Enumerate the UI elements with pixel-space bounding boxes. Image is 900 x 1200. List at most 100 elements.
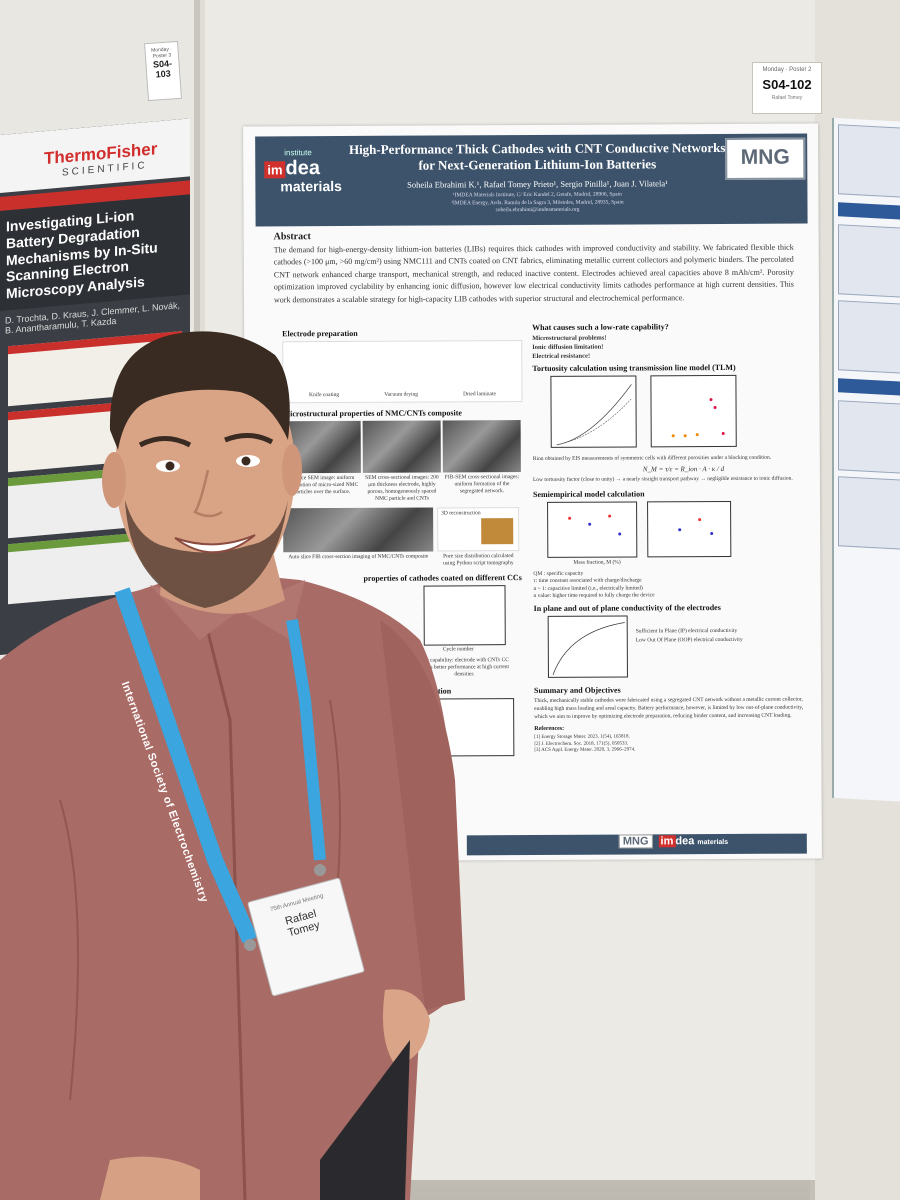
research-poster: institute im dea materials High-Performan…	[243, 123, 822, 862]
conductivity-chart	[547, 615, 628, 679]
data-point	[721, 432, 725, 436]
right-poster	[832, 117, 900, 803]
data-point	[713, 406, 717, 410]
mng-logo: MNG	[725, 137, 806, 180]
tlm-charts	[550, 375, 802, 449]
pore-caption: Pore size distribution calculated using …	[443, 552, 514, 567]
references-list: [1] Energy Storage Mater. 2023, 1(54), 1…	[534, 734, 804, 755]
data-point	[608, 514, 612, 518]
imdea-materials-logo: institute im dea materials	[260, 148, 342, 200]
poster-left-column: Electrode preparation Knife coating Vacu…	[282, 325, 524, 758]
exponent-chart	[547, 501, 638, 558]
left-poster-block	[8, 397, 182, 473]
fib-row: 3D reconstruction	[283, 506, 523, 552]
tlm-text: Rion obtained by EIS measurements of sym…	[532, 455, 772, 463]
nyquist-chart	[550, 375, 637, 449]
data-point	[710, 531, 714, 535]
nyquist-lines	[556, 384, 632, 446]
time-constant-chart	[647, 500, 732, 557]
left-poster-block	[8, 331, 182, 407]
left-tag-small: Monday · Poster 3	[150, 46, 173, 60]
right-poster-bar	[838, 202, 900, 220]
data-point	[588, 522, 592, 526]
data-point	[709, 398, 713, 402]
data-point	[568, 516, 572, 520]
conductivity-heading: In plane and out of plane conductivity o…	[533, 603, 721, 614]
fib-image	[283, 507, 434, 552]
left-tag-label: S04-103	[152, 58, 173, 80]
step-label: Knife coating	[309, 391, 340, 399]
abstract-heading: Abstract	[273, 231, 311, 243]
sem-image	[362, 420, 441, 473]
electrode-prep-heading: Electrode preparation	[282, 328, 358, 339]
abstract-section: Abstract The demand for high-energy-dens…	[274, 229, 794, 307]
sem-caption: SEM cross-sectional images: 200 μm thick…	[365, 474, 439, 503]
step-label: Vacuum drying	[384, 391, 419, 398]
left-poster-block	[8, 463, 182, 539]
reconstruction-image	[481, 517, 514, 544]
left-poster-block	[8, 529, 182, 605]
poster-title: High-Performance Thick Cathodes with CNT…	[348, 139, 726, 173]
logo-im: im	[264, 161, 286, 179]
data-point	[698, 517, 702, 521]
logo-materials: materials	[280, 177, 342, 195]
cycle-axis-label: Cycle number	[442, 646, 474, 653]
semiempirical-heading: Semiempirical model calculation	[532, 488, 645, 499]
data-point	[683, 434, 687, 438]
footer-mng-logo: MNG	[618, 834, 653, 849]
conductivity-bullet: Low Out Of Plane (OOP) electrical conduc…	[635, 637, 743, 644]
footer-materials: materials	[697, 838, 729, 847]
right-poster-block	[838, 124, 900, 198]
poster-number-tag: Monday · Poster 2 S04-102 Rafael Tomey	[752, 62, 822, 114]
tortuosity-formula: N_M = τ/ε = R_ion · A · κ / d	[642, 465, 725, 474]
poster-tag-name: Rafael Tomey	[771, 95, 803, 101]
logo-institute: institute	[284, 148, 312, 158]
sem-caption-row: Surface SEM image: uniform distribution …	[283, 474, 523, 504]
sem-caption: FIB-SEM cross-sectional images: uniform …	[444, 474, 520, 495]
step-label: Dried laminate	[463, 391, 496, 398]
abstract-text: The demand for high-energy-density lithi…	[273, 242, 794, 304]
left-poster-title: Investigating Li-ion Battery Degradation…	[0, 194, 190, 311]
right-poster-bar	[838, 378, 900, 396]
poster-tag-small: Monday · Poster 2	[762, 67, 812, 73]
data-point	[678, 527, 682, 531]
micro-heading: Microstructural properties of NMC/CNTs c…	[282, 408, 462, 419]
poster-authors: Soheila Ebrahimi K.¹, Rafael Tomey Priet…	[407, 178, 668, 190]
poster-header: institute im dea materials High-Performan…	[255, 133, 808, 227]
cause-item: Electrical resistance!	[532, 352, 591, 360]
recon-label: 3D reconstruction	[441, 509, 481, 517]
fib-caption: Auto slice FIB cross-section imaging of …	[288, 553, 429, 560]
rate-caption: Rate capability: electrode with CNTs CC …	[418, 656, 510, 678]
sem-image	[442, 420, 521, 473]
summary-text: Thick, mechanically stable cathodes were…	[534, 696, 804, 720]
conductivity-curve	[552, 622, 625, 676]
right-poster-block	[838, 400, 900, 474]
diffraction-heading: fraction	[424, 686, 452, 696]
footer-im: im	[658, 835, 676, 848]
note: n value: higher time required to fully c…	[533, 592, 655, 599]
tortuosity-text: Low tortuosity factor (close to unity) →…	[532, 476, 793, 484]
tlm-heading: Tortuosity calculation using transmissio…	[532, 363, 736, 374]
fib-caption-row: Auto slice FIB cross-section imaging of …	[283, 553, 523, 569]
summary-heading: Summary and Objectives	[534, 685, 621, 696]
cause-list: Microstructural problems! Ionic diffusio…	[532, 334, 802, 362]
pore-size-figure: 3D reconstruction	[437, 506, 520, 552]
footer-dea: dea	[675, 835, 695, 848]
right-poster-block	[838, 300, 900, 374]
electrode-prep-figure: Knife coating Vacuum drying Dried lamina…	[282, 340, 523, 404]
logo-dea: dea	[285, 157, 320, 180]
right-poster-block	[838, 476, 900, 550]
cc-props-heading: properties of cathodes coated on differe…	[363, 572, 522, 583]
conductivity-row: Sufficient In Plane (IP) electrical cond…	[534, 615, 804, 679]
conductivity-bullets: Sufficient In Plane (IP) electrical cond…	[636, 615, 743, 678]
poster-tag-number: S04-102	[762, 77, 812, 92]
sem-image	[282, 420, 361, 474]
rate-question-heading: What causes such a low-rate capability?	[532, 322, 669, 332]
semiempirical-charts	[547, 500, 803, 558]
semiempirical-notes: QM : specific capacity τ: time constant …	[533, 569, 803, 600]
tortuosity-chart	[650, 375, 737, 448]
mass-axis-label: Mass fraction, M (%)	[573, 559, 621, 566]
poster-affiliations: ¹IMDEA Materials Institute, C/ Eric Kand…	[347, 191, 727, 216]
sem-caption: Surface SEM image: uniform distribution …	[285, 474, 359, 496]
poster-email: soheila.ebrahimi@imdeamaterials.org	[495, 207, 580, 214]
